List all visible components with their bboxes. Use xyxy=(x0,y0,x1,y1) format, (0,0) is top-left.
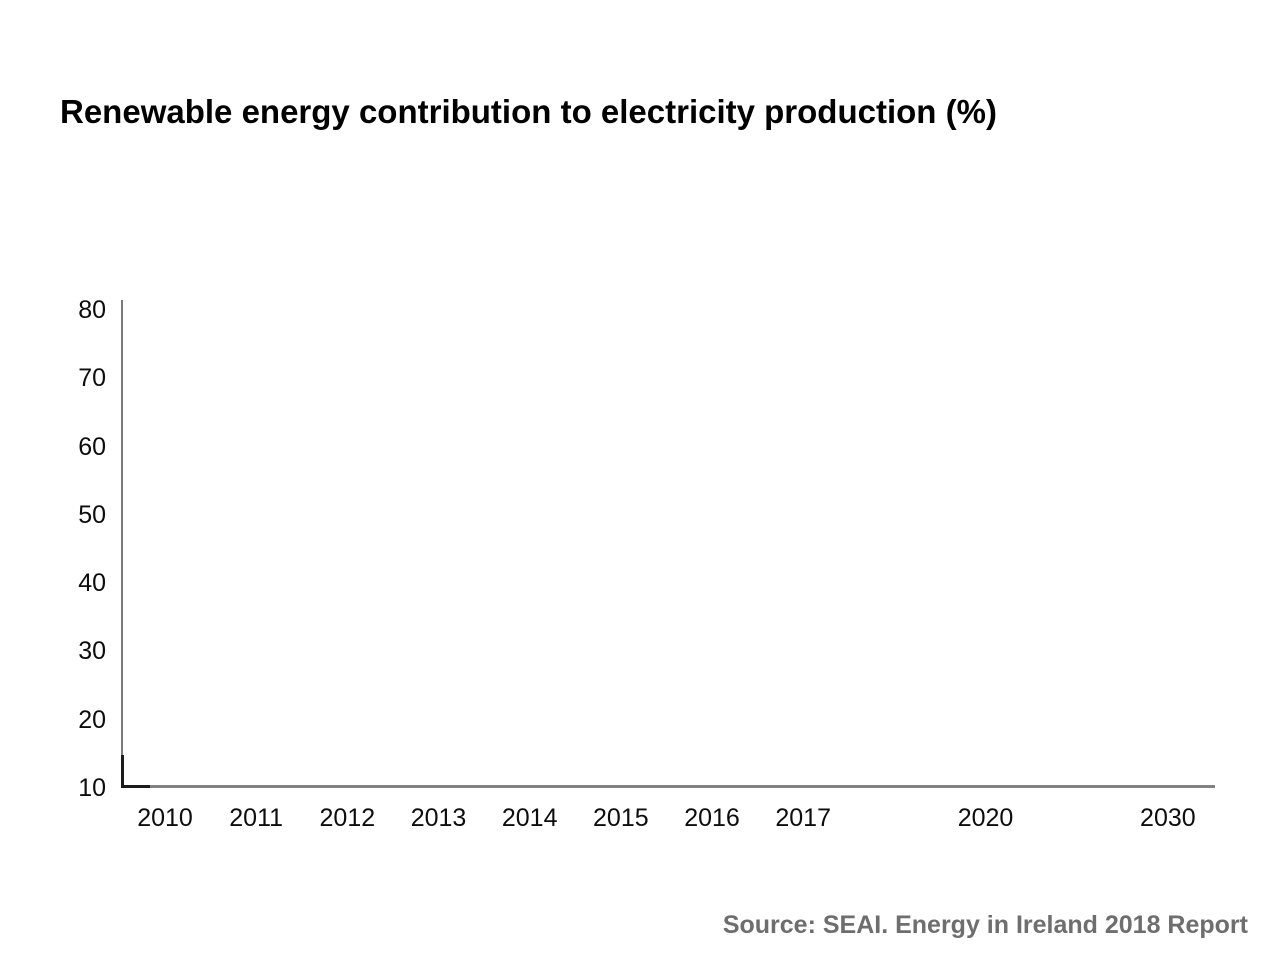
x-tick-label: 2030 xyxy=(1140,804,1196,832)
y-axis-line xyxy=(121,300,123,788)
y-tick-label: 60 xyxy=(78,432,106,461)
y-tick-label: 30 xyxy=(78,637,106,666)
x-tick-label: 2013 xyxy=(410,804,467,832)
x-tick-label: 2011 xyxy=(229,804,284,832)
y-tick-label: 40 xyxy=(78,569,106,598)
y-tick-label: 70 xyxy=(78,364,106,393)
x-tick-label: 2020 xyxy=(957,804,1014,832)
x-tick-label: 2012 xyxy=(319,804,376,832)
x-tick-label: 2010 xyxy=(137,804,193,832)
chart-title: Renewable energy contribution to electri… xyxy=(60,93,997,130)
x-axis-line xyxy=(121,785,1215,788)
axis-origin-dark-segment-horizontal xyxy=(121,785,150,788)
x-tick-label: 2017 xyxy=(775,804,831,832)
y-tick-label: 20 xyxy=(78,705,106,734)
y-tick-label: 50 xyxy=(78,500,106,529)
y-tick-label: 80 xyxy=(78,296,106,324)
axis-origin-dark-segment-vertical xyxy=(121,755,124,788)
x-tick-label: 2015 xyxy=(593,804,649,832)
source-note: Source: SEAI. Energy in Ireland 2018 Rep… xyxy=(722,911,1248,939)
x-tick-label: 2014 xyxy=(501,804,558,832)
x-tick-label: 2016 xyxy=(684,804,740,832)
y-tick-label: 10 xyxy=(78,774,106,802)
